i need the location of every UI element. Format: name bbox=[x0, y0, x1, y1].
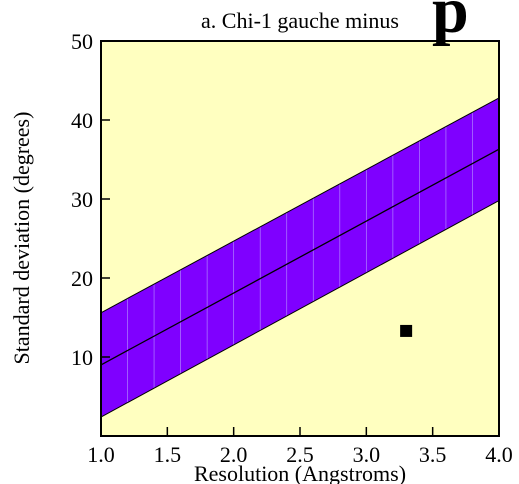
corner-glyph: p bbox=[432, 0, 469, 47]
y-tick-label: 40 bbox=[71, 108, 93, 133]
x-tick-label: 2.0 bbox=[220, 442, 248, 467]
x-tick-label: 2.5 bbox=[286, 442, 314, 467]
x-tick-label: 1.5 bbox=[154, 442, 182, 467]
y-axis: 10 20 30 40 50 bbox=[71, 29, 110, 370]
y-tick-label: 50 bbox=[71, 29, 93, 54]
series-layer bbox=[100, 148, 500, 366]
x-axis-label: Resolution (Angstroms) bbox=[194, 461, 406, 484]
band-lower-edge bbox=[100, 200, 500, 418]
x-tick-label: 4.0 bbox=[485, 442, 513, 467]
y-tick-label: 20 bbox=[71, 266, 93, 291]
x-tick-label: 1.0 bbox=[87, 442, 115, 467]
x-tick-label: 3.0 bbox=[353, 442, 381, 467]
y-tick-label: 10 bbox=[71, 345, 93, 370]
data-point bbox=[400, 324, 413, 337]
y-axis-label: Standard deviation (degrees) bbox=[9, 112, 34, 365]
x-axis: 1.0 1.5 2.0 2.5 3.0 3.5 4.0 bbox=[87, 427, 513, 467]
regression-line bbox=[100, 148, 500, 366]
x-tick-label: 3.5 bbox=[419, 442, 447, 467]
band-upper-edge bbox=[100, 97, 500, 314]
y-tick-label: 30 bbox=[71, 187, 93, 212]
chart-title: a. Chi-1 gauche minus bbox=[201, 8, 399, 33]
